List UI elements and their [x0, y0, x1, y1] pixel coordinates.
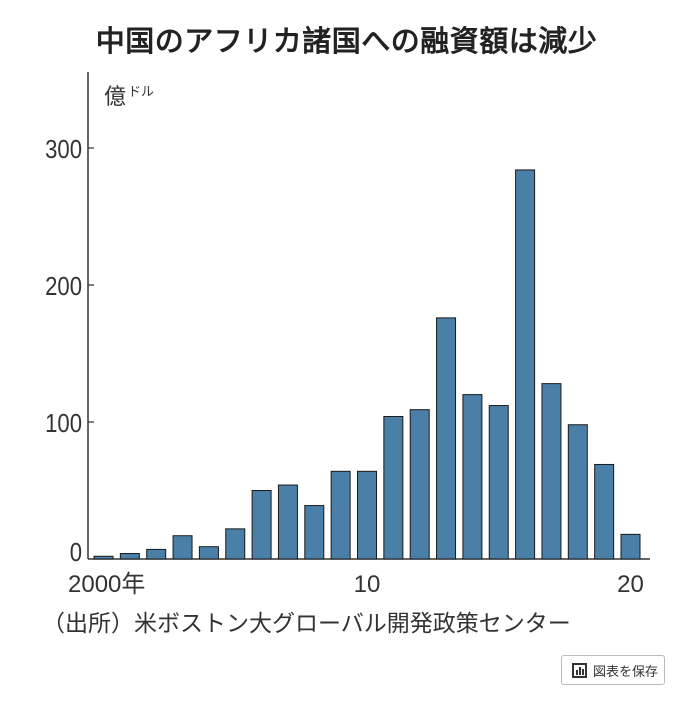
bar-2001: [119, 553, 140, 560]
save-chart-label: 図表を保存: [593, 664, 659, 680]
y-tick-label: 200: [45, 272, 82, 301]
bar-2005: [225, 528, 246, 560]
bar-2017: [541, 383, 562, 560]
bar-2009: [330, 470, 351, 560]
x-tick-label: 20: [617, 571, 644, 598]
bar-2008: [304, 505, 325, 560]
bar-2003: [172, 535, 193, 560]
save-chart-button[interactable]: 図表を保存: [561, 655, 665, 685]
bar-chart-icon: [572, 662, 587, 678]
bar-2013: [436, 317, 457, 560]
bar-2012: [409, 409, 430, 560]
bar-2004: [198, 546, 219, 560]
bar-2019: [594, 463, 615, 560]
bar-2010: [357, 470, 377, 560]
bar-2015: [488, 405, 509, 560]
source-note: （出所）米ボストン大グローバル開発政策センター: [42, 611, 571, 637]
chart-title: 中国のアフリカ諸国への融資額は減少: [95, 24, 598, 58]
bar-2000: [93, 555, 114, 560]
bar-2016: [515, 169, 536, 560]
bar-2018: [567, 424, 588, 560]
x-tick-label: 10: [354, 571, 381, 598]
y-tick-label: 300: [45, 135, 82, 164]
bar-2014: [462, 394, 483, 560]
y-axis-unit: ドル: [128, 85, 154, 100]
x-tick-label: 2000年: [68, 571, 145, 598]
y-axis-label: 億: [104, 85, 126, 110]
bar-2007: [277, 484, 298, 560]
bar-2011: [383, 416, 404, 560]
bar-2006: [251, 490, 272, 560]
y-tick-label: 100: [45, 409, 82, 438]
bar-2002: [146, 548, 167, 560]
bar-chart: 0 100 200 300 億 ドル 2000年 10 20: [45, 72, 650, 598]
bar-2020: [620, 533, 641, 560]
y-tick-label: 0: [70, 538, 82, 567]
